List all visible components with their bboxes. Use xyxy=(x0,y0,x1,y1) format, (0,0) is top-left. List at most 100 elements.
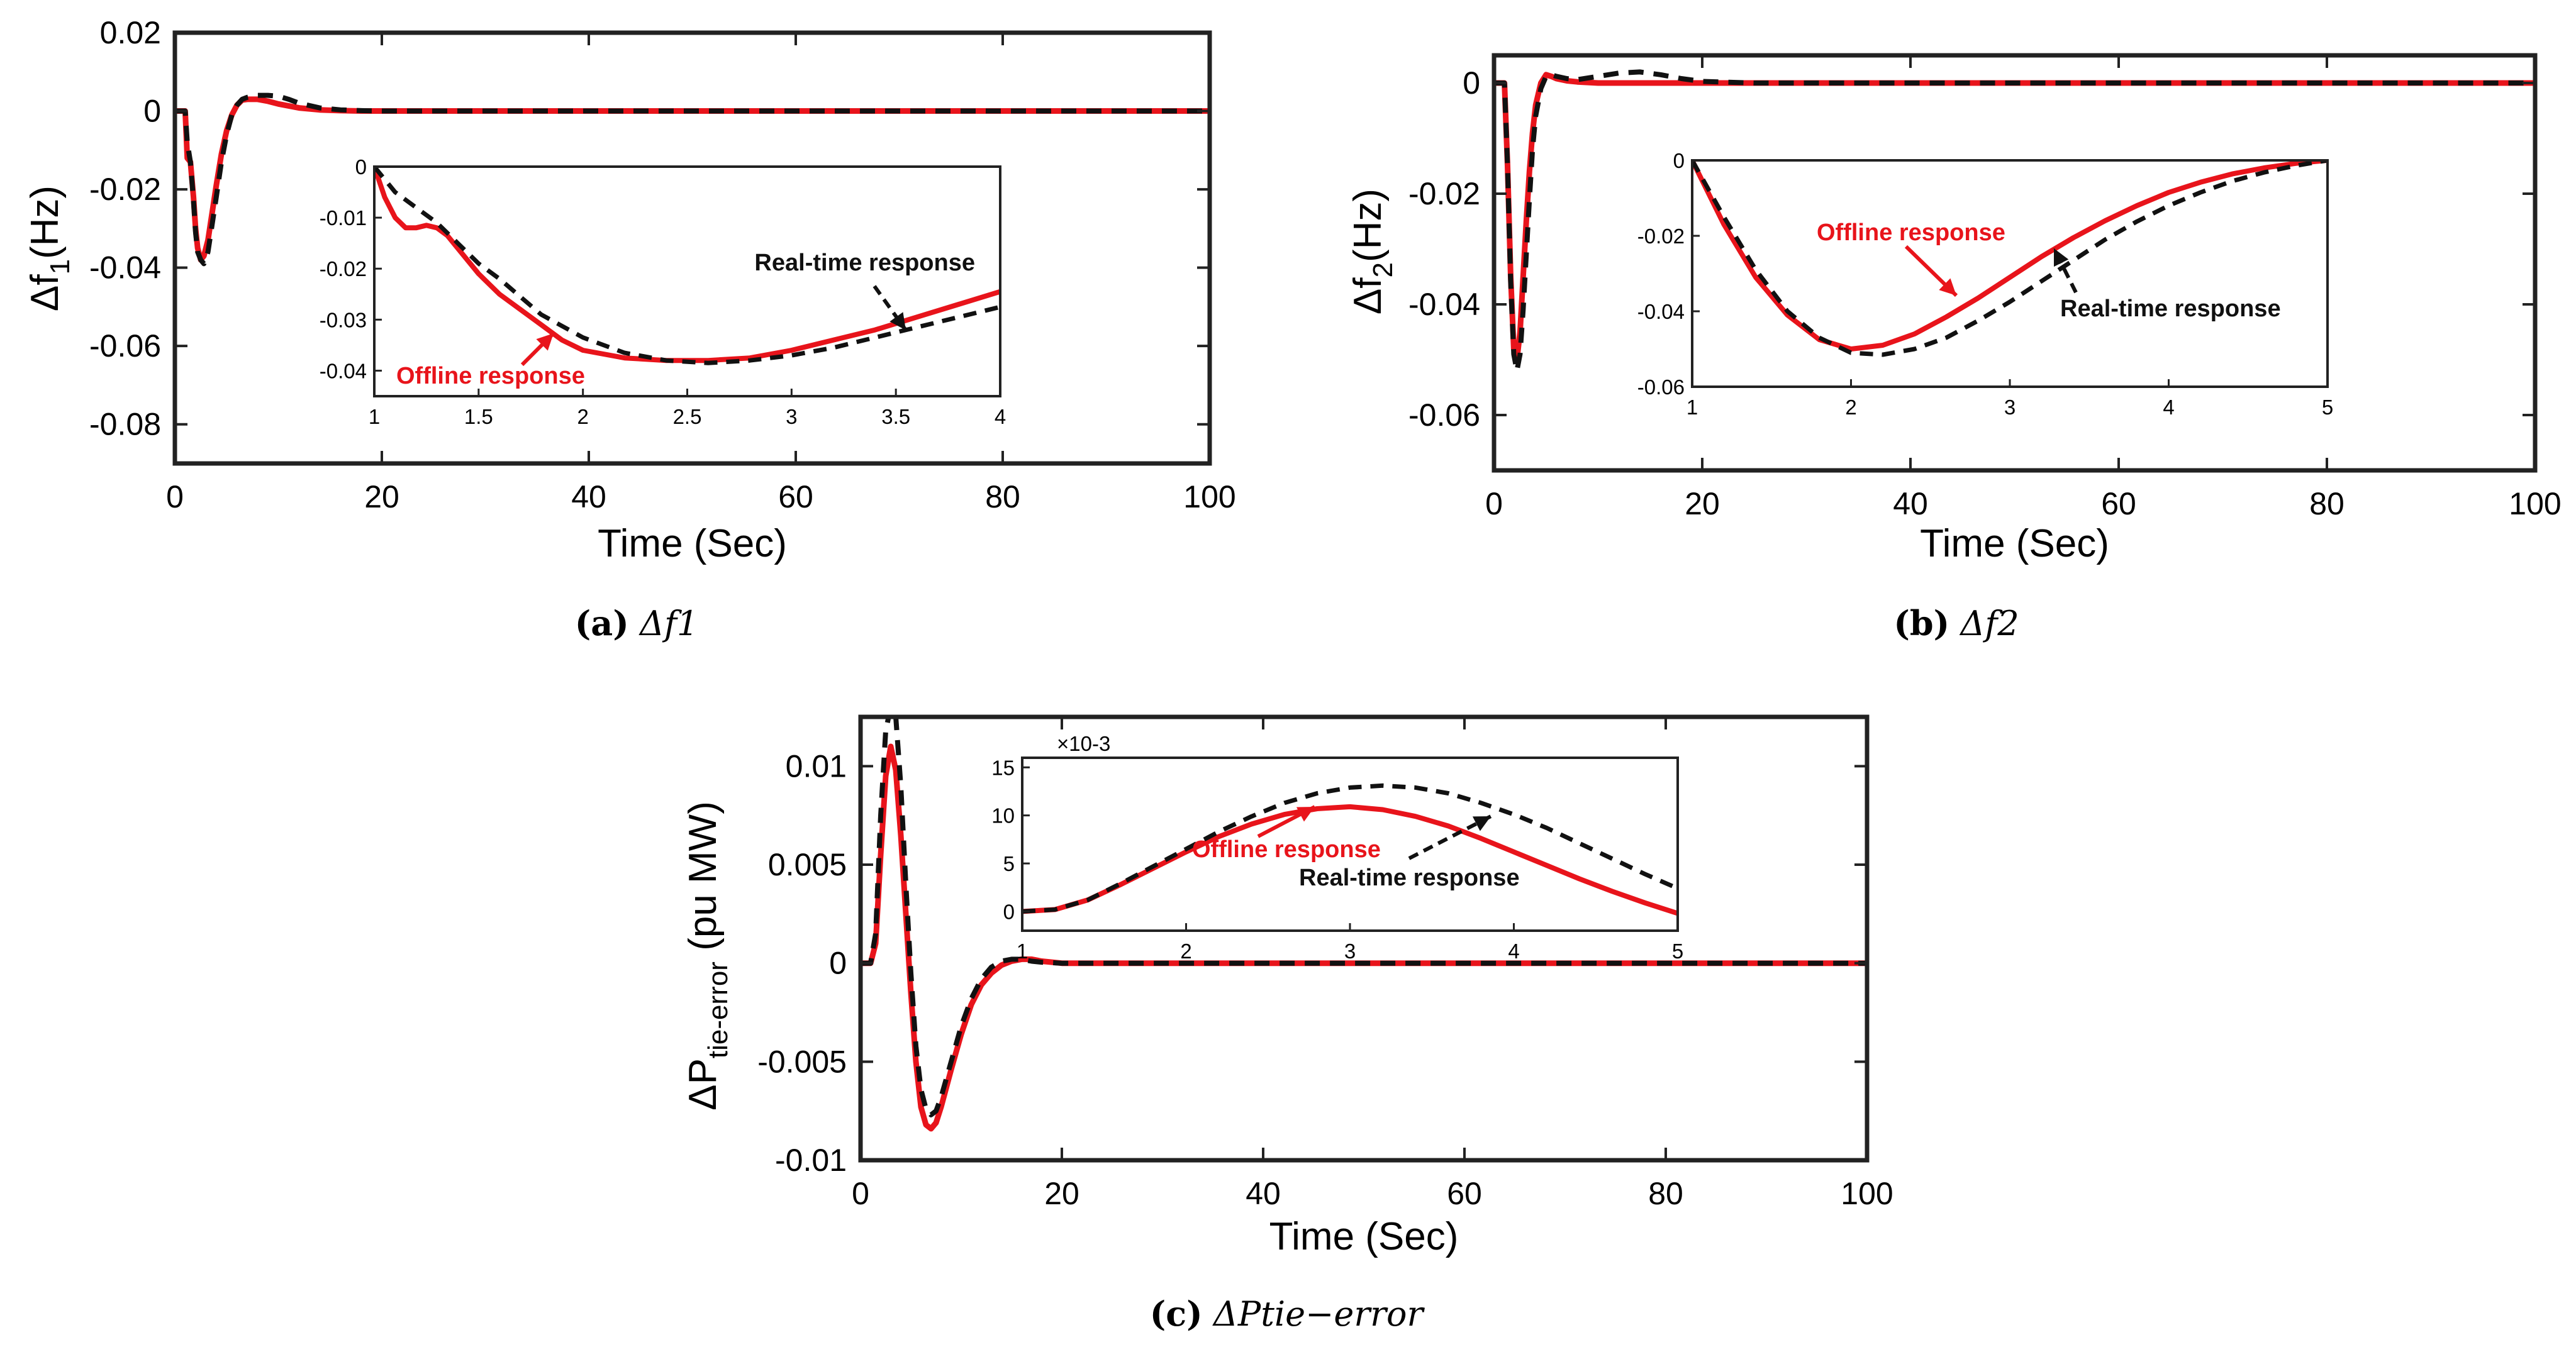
panel-a: 0 20 40 60 80 100 0.02 0 -0.02 -0.04 -0.06 -0.08 Tim… xyxy=(23,15,1236,643)
xtick-label-b: 100 xyxy=(2509,486,2561,521)
inset-xtick-label-a: 4 xyxy=(995,405,1006,428)
inset-ytick-label-a: -0.01 xyxy=(320,206,367,230)
xtick-label-a: 100 xyxy=(1183,479,1235,514)
arrow-realtime-a-shaft xyxy=(873,285,908,331)
inset-offline-line-b xyxy=(1692,160,2328,352)
inset-ytick-label-c: 10 xyxy=(991,804,1015,828)
annotation-realtime-a: Real-time response xyxy=(754,250,975,276)
annotation-realtime-b: Real-time response xyxy=(2060,296,2281,322)
inset-xtick-label-b: 2 xyxy=(1845,396,1856,419)
inset-realtime-line-a xyxy=(374,167,1000,365)
plot-frame-b xyxy=(1492,53,2538,473)
inset-realtime-line-c xyxy=(1022,783,1678,914)
xtick-label-b: 0 xyxy=(1485,486,1503,521)
inset-xtick-label-a: 3 xyxy=(786,405,797,428)
x-axis-label-c: Time (Sec) xyxy=(1269,1215,1459,1258)
inset-curves-b xyxy=(1692,160,2328,357)
ytick-label-a: 0 xyxy=(143,94,161,129)
ytick-label-c: -0.005 xyxy=(757,1044,847,1079)
caption-b: (b) Δf2 xyxy=(1893,603,2019,643)
ytick-label-a: -0.02 xyxy=(89,172,161,207)
inset-xtick-label-b: 5 xyxy=(2322,396,2333,419)
xtick-label-c: 0 xyxy=(852,1176,869,1211)
xtick-label-a: 40 xyxy=(571,479,606,514)
ytick-label-a: 0.02 xyxy=(100,15,161,50)
main-curves-a xyxy=(175,92,1210,267)
inset-xtick-label-a: 1.5 xyxy=(464,405,493,428)
arrow-offline-a xyxy=(520,331,555,367)
inset-xtick-label-a: 2.5 xyxy=(673,405,702,428)
ytick-label-c: -0.01 xyxy=(775,1143,847,1178)
inset-ytick-label-b: -0.04 xyxy=(1637,300,1685,323)
xtick-label-c: 40 xyxy=(1246,1176,1281,1211)
inset-xtick-label-c: 1 xyxy=(1017,940,1028,963)
inset-curves-a xyxy=(374,167,1000,365)
arrow-offline-c xyxy=(1257,805,1316,838)
inset-b: 1 2 3 4 5 0 -0.02 -0.04 -0.06 xyxy=(1637,149,2333,419)
caption-a: (a) Δf1 xyxy=(575,603,699,643)
inset-xtick-label-b: 1 xyxy=(1687,396,1698,419)
inset-xtick-label-b: 4 xyxy=(2163,396,2174,419)
plot-frame-a xyxy=(172,30,1212,466)
inset-realtime-line-b xyxy=(1692,160,2328,357)
main-curves-c xyxy=(861,717,1867,1132)
realtime-line-b xyxy=(1494,69,2535,374)
inset-ytick-label-a: -0.02 xyxy=(320,257,367,280)
plot-frame-c xyxy=(858,714,1870,1163)
realtime-line-a xyxy=(175,92,1210,267)
x-axis-label-a: Time (Sec) xyxy=(598,522,787,565)
inset-xtick-label-c: 4 xyxy=(1508,940,1519,963)
xtick-label-c: 100 xyxy=(1841,1176,1893,1211)
annotation-realtime-c: Real-time response xyxy=(1299,865,1520,891)
ytick-label-a: -0.04 xyxy=(89,250,161,285)
ytick-label-a: -0.06 xyxy=(89,328,161,363)
offline-line-c xyxy=(861,743,1867,1132)
xtick-label-c: 80 xyxy=(1648,1176,1683,1211)
ytick-label-c: 0.01 xyxy=(786,748,847,784)
y-axis-label-a: Δf1(Hz) xyxy=(23,186,75,311)
xtick-label-a: 80 xyxy=(985,479,1020,514)
xtick-label-a: 20 xyxy=(364,479,399,514)
ytick-label-b: -0.04 xyxy=(1408,287,1480,322)
main-curves-b xyxy=(1494,69,2535,374)
ytick-label-b: -0.02 xyxy=(1408,176,1480,211)
caption-c: (c) ΔPtie−error xyxy=(1150,1294,1425,1334)
ytick-label-b: -0.06 xyxy=(1408,397,1480,433)
inset-xtick-label-a: 1 xyxy=(369,405,380,428)
inset-xtick-label-a: 2 xyxy=(577,405,588,428)
xtick-label-b: 40 xyxy=(1893,486,1928,521)
inset-ytick-label-a: -0.03 xyxy=(320,308,367,331)
x-axis-label-b: Time (Sec) xyxy=(1920,522,2109,565)
arrow-offline-b xyxy=(1904,245,1958,297)
xtick-label-a: 60 xyxy=(778,479,813,514)
arrow-offline-b-head xyxy=(1939,278,1956,296)
xtick-label-b: 80 xyxy=(2309,486,2345,521)
inset-ytick-label-c: 15 xyxy=(991,756,1015,779)
y-axis-label-c: ΔPtie-error (pu MW) xyxy=(681,801,733,1111)
annotation-offline-a: Offline response xyxy=(396,363,585,389)
inset-ytick-label-c: 5 xyxy=(1003,852,1015,875)
y-axis-label-b: Δf2(Hz) xyxy=(1346,189,1398,314)
arrow-realtime-a-head xyxy=(889,312,906,330)
inset-offline-line-a xyxy=(374,167,1000,363)
inset-ytick-label-b: -0.02 xyxy=(1637,224,1685,248)
xtick-label-a: 0 xyxy=(166,479,184,514)
inset-c: 1 2 3 4 5 15 10 5 0 xyxy=(991,756,1683,963)
inset-ytick-label-c: 0 xyxy=(1003,900,1015,923)
realtime-line-c xyxy=(861,717,1867,1117)
arrow-realtime-c xyxy=(1408,814,1492,860)
inset-xtick-label-a: 3.5 xyxy=(881,405,910,428)
arrow-offline-c-head xyxy=(1296,807,1315,822)
ytick-label-a: -0.08 xyxy=(89,407,161,442)
arrow-realtime-c-head xyxy=(1472,816,1491,831)
ytick-label-c: 0.005 xyxy=(768,847,847,882)
inset-ytick-label-b: -0.06 xyxy=(1637,375,1685,399)
ytick-label-b: 0 xyxy=(1463,65,1480,101)
annotation-offline-c: Offline response xyxy=(1192,836,1381,863)
inset-ytick-label-a: -0.04 xyxy=(320,359,367,382)
offline-line-a xyxy=(175,96,1210,263)
inset-curves-c xyxy=(1022,783,1678,916)
